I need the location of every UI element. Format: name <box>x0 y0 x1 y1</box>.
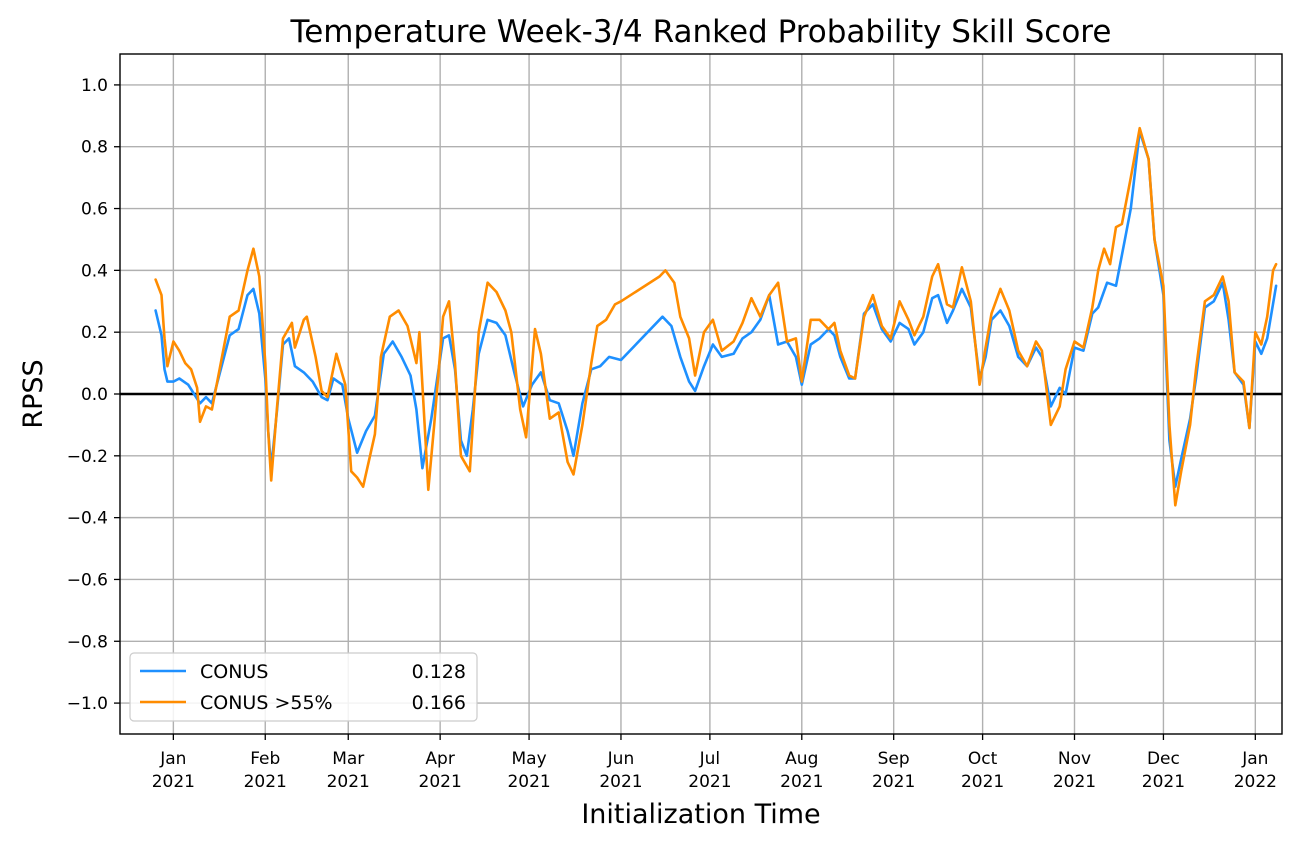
x-tick-label-year: 2021 <box>327 772 370 792</box>
x-tick-label-year: 2021 <box>244 772 287 792</box>
y-tick-label: −0.6 <box>67 570 108 590</box>
x-tick-label-month: Feb <box>250 749 280 769</box>
legend-label-conus: CONUS <box>200 661 268 683</box>
series-layer <box>154 126 1278 507</box>
y-tick-label: −1.0 <box>67 694 108 714</box>
legend-label-conus-55: CONUS >55% <box>200 692 333 714</box>
x-tick-label-year: 2021 <box>1053 772 1096 792</box>
x-tick-label-year: 2021 <box>780 772 823 792</box>
x-tick-label-year: 2021 <box>599 772 642 792</box>
x-tick-label-month: Jan <box>159 749 186 769</box>
y-tick-label: 0.0 <box>81 385 108 405</box>
y-axis-label: RPSS <box>18 359 49 428</box>
x-tick-label-year: 2021 <box>1142 772 1185 792</box>
x-tick-label-month: Jul <box>699 749 721 769</box>
series-line-conus-55 <box>154 126 1278 507</box>
y-tick-label: 0.8 <box>81 138 108 158</box>
y-tick-label: −0.8 <box>67 632 108 652</box>
x-tick-label-year: 2021 <box>507 772 550 792</box>
legend-box <box>129 652 478 722</box>
x-tick-label-month: Nov <box>1058 749 1091 769</box>
tick-layer: −1.0 −0.8 −0.6 −0.4 −0.2 0.0 0.2 0.4 0.6 0.8 1.0 Ja… <box>67 76 1277 792</box>
y-tick-label: −0.4 <box>67 509 108 529</box>
chart-title: Temperature Week-3/4 Ranked Probability … <box>290 14 1112 50</box>
x-tick-label-year: 2021 <box>872 772 915 792</box>
y-tick-label: 0.6 <box>81 200 108 220</box>
x-tick-label-month: Aug <box>785 749 818 769</box>
legend-value-conus: 0.128 <box>412 661 466 683</box>
y-tick-label: −0.2 <box>67 447 108 467</box>
x-tick-label-month: Sep <box>878 749 910 769</box>
x-axis-label: Initialization Time <box>581 799 820 830</box>
y-tick-label: 0.2 <box>81 323 108 343</box>
x-tick-label-year: 2021 <box>152 772 195 792</box>
legend-value-conus-55: 0.166 <box>412 692 466 714</box>
x-tick-label-year: 2021 <box>688 772 731 792</box>
y-tick-label: 0.4 <box>81 261 108 281</box>
y-tick-label: 1.0 <box>81 76 108 96</box>
x-tick-label-month: May <box>511 749 546 769</box>
x-tick-label-month: Jan <box>1241 749 1268 769</box>
x-tick-label-month: Dec <box>1147 749 1180 769</box>
x-tick-label-month: Oct <box>968 749 998 769</box>
x-tick-label-year: 2022 <box>1234 772 1277 792</box>
x-tick-label-month: Mar <box>332 749 364 769</box>
legend: CONUS 0.128 CONUS >55% 0.166 <box>129 652 478 722</box>
x-tick-label-year: 2021 <box>419 772 462 792</box>
series-line-conus <box>154 130 1278 488</box>
x-tick-label-month: Jun <box>607 749 635 769</box>
x-tick-label-month: Apr <box>425 749 454 769</box>
x-tick-label-year: 2021 <box>961 772 1004 792</box>
